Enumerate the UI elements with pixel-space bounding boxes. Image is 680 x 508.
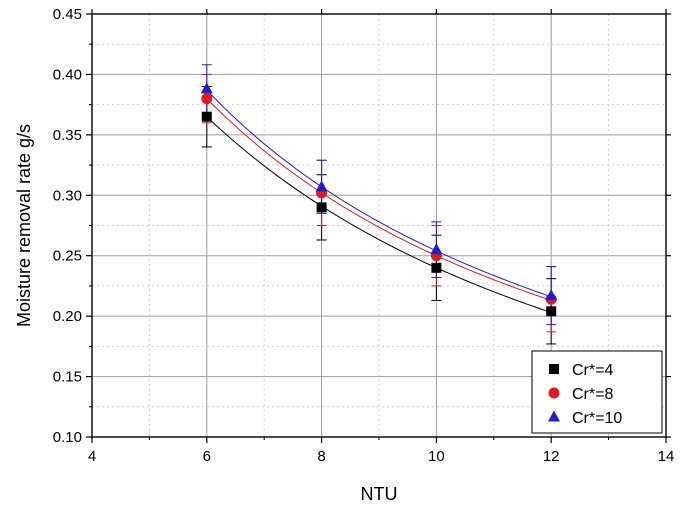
y-tick-label-6: 0.40: [53, 66, 82, 83]
series-0-fit-curve: [206, 116, 552, 313]
series-2-point-1: [315, 180, 328, 192]
series-0-point-1: [316, 202, 327, 213]
y-tick-label-1: 0.15: [53, 369, 82, 386]
series-2-fit-curve: [206, 89, 552, 298]
y-tick-label-4: 0.30: [53, 187, 82, 204]
series-0-point-3: [546, 306, 557, 317]
series-2-point-3: [545, 289, 558, 301]
y-tick-label-2: 0.20: [53, 308, 82, 325]
y-tick-label-7: 0.45: [53, 6, 82, 23]
x-tick-label-4: 12: [543, 448, 560, 465]
x-tick-label-2: 8: [317, 448, 325, 465]
x-axis-title: NTU: [361, 484, 398, 504]
x-tick-label-3: 10: [428, 448, 445, 465]
series-2-point-0: [200, 82, 213, 94]
legend-label-0: Cr*=4: [572, 362, 613, 379]
y-tick-label-3: 0.25: [53, 248, 82, 265]
series-0-point-2: [431, 262, 442, 273]
legend-label-1: Cr*=8: [572, 386, 613, 403]
legend-label-2: Cr*=10: [572, 410, 622, 427]
series-2-point-2: [430, 243, 443, 255]
x-tick-label-5: 14: [658, 448, 675, 465]
x-tick-label-1: 6: [203, 448, 211, 465]
series-0-point-0: [201, 111, 212, 122]
y-tick-label-0: 0.10: [53, 429, 82, 446]
x-tick-label-0: 4: [88, 448, 96, 465]
legend-marker-0: [549, 364, 559, 374]
series-1-fit-curve: [206, 98, 552, 301]
legend-marker-1: [548, 387, 560, 399]
y-axis-title: Moisture removal rate g/s: [14, 124, 34, 327]
y-tick-label-5: 0.35: [53, 127, 82, 144]
series-1-point-0: [201, 93, 213, 105]
legend-marker-2: [548, 410, 560, 422]
